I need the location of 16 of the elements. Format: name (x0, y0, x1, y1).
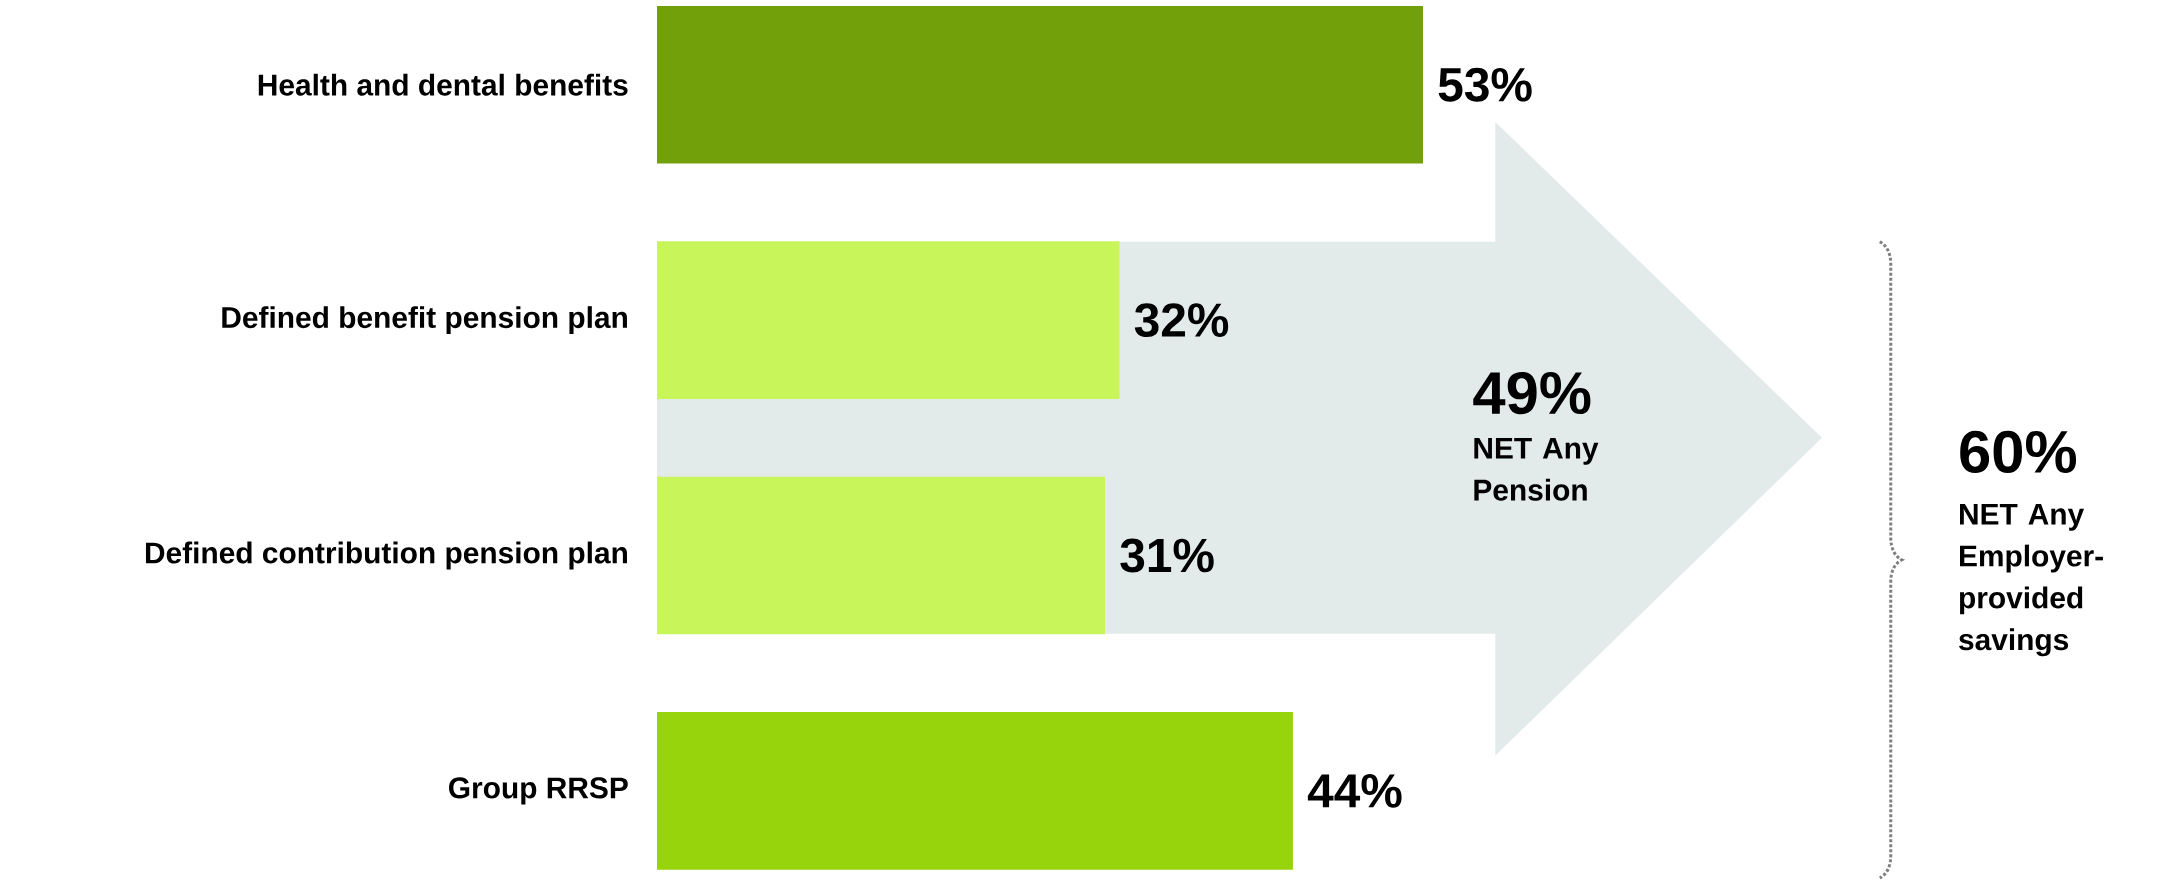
bar (657, 476, 1106, 635)
text: 49% (1473, 371, 1591, 415)
bar (657, 5, 1424, 164)
y-tick-label: Health and dental benefits (258, 73, 628, 96)
data-label: 44% (1307, 774, 1402, 808)
y-tick-label: Defined contribution pension plan (145, 541, 627, 570)
data-label: 32% (1134, 303, 1229, 338)
text: NET Any Employer-provided savings (1959, 503, 2103, 657)
text: 60% (1960, 430, 2077, 474)
y-tick-label: Group RRSP (449, 777, 628, 805)
data-label: 31% (1120, 538, 1214, 573)
bar (657, 712, 1293, 870)
bar (657, 241, 1120, 399)
y-tick-label: Defined benefit pension plan (222, 306, 627, 335)
text: NET Any Pension (1474, 438, 1599, 501)
data-label: 53% (1438, 67, 1532, 102)
